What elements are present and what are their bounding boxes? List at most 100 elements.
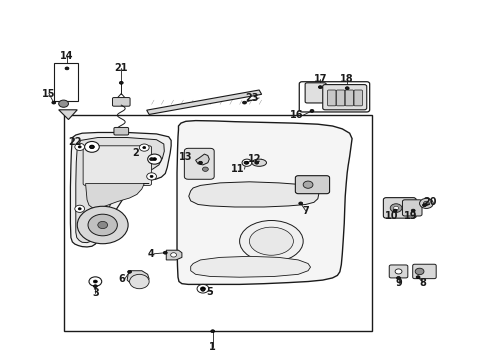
FancyBboxPatch shape <box>322 85 366 110</box>
Text: 8: 8 <box>419 278 426 288</box>
Circle shape <box>419 198 432 208</box>
Circle shape <box>422 204 426 207</box>
FancyBboxPatch shape <box>327 90 335 106</box>
FancyBboxPatch shape <box>295 176 329 194</box>
Circle shape <box>52 101 56 104</box>
Circle shape <box>392 209 396 212</box>
Circle shape <box>59 100 68 107</box>
Circle shape <box>202 167 208 171</box>
Circle shape <box>139 144 149 151</box>
Circle shape <box>149 158 153 161</box>
Circle shape <box>146 173 156 180</box>
Circle shape <box>89 277 102 286</box>
FancyBboxPatch shape <box>184 148 214 179</box>
Bar <box>63 115 371 331</box>
Circle shape <box>389 204 401 212</box>
Polygon shape <box>177 121 351 284</box>
Circle shape <box>200 287 205 291</box>
Circle shape <box>129 274 149 289</box>
Bar <box>54 63 78 101</box>
Text: 18: 18 <box>340 74 353 84</box>
Circle shape <box>127 270 131 273</box>
Circle shape <box>84 141 99 152</box>
Text: 4: 4 <box>147 249 154 259</box>
FancyBboxPatch shape <box>112 98 130 106</box>
Circle shape <box>65 67 69 70</box>
Circle shape <box>201 288 204 291</box>
Text: 12: 12 <box>247 154 261 164</box>
FancyBboxPatch shape <box>402 200 421 216</box>
FancyBboxPatch shape <box>412 264 435 279</box>
Circle shape <box>170 253 176 257</box>
Polygon shape <box>85 184 149 209</box>
Text: 3: 3 <box>92 288 99 298</box>
Circle shape <box>89 145 94 149</box>
Circle shape <box>309 109 313 112</box>
Circle shape <box>345 87 348 90</box>
FancyBboxPatch shape <box>388 265 407 278</box>
Circle shape <box>242 101 246 104</box>
Polygon shape <box>195 154 209 165</box>
Ellipse shape <box>251 159 266 166</box>
FancyBboxPatch shape <box>114 127 128 135</box>
Circle shape <box>142 147 145 149</box>
FancyBboxPatch shape <box>383 198 415 218</box>
Text: 14: 14 <box>60 51 74 61</box>
Text: 19: 19 <box>403 211 417 221</box>
Circle shape <box>198 161 202 164</box>
Circle shape <box>242 159 251 166</box>
Circle shape <box>414 268 423 275</box>
Text: 11: 11 <box>230 164 244 174</box>
Circle shape <box>318 86 322 89</box>
Circle shape <box>150 175 153 177</box>
Circle shape <box>147 154 161 164</box>
Circle shape <box>88 214 117 236</box>
Circle shape <box>244 161 247 164</box>
Text: 20: 20 <box>423 197 436 207</box>
Text: 21: 21 <box>114 63 128 73</box>
Ellipse shape <box>239 220 303 262</box>
Text: 5: 5 <box>205 287 212 297</box>
Text: 6: 6 <box>118 274 124 284</box>
Text: 13: 13 <box>178 152 192 162</box>
Polygon shape <box>59 110 77 120</box>
Circle shape <box>93 285 97 288</box>
Circle shape <box>423 201 428 206</box>
Ellipse shape <box>249 227 293 255</box>
Circle shape <box>393 206 398 210</box>
Text: 7: 7 <box>302 206 308 216</box>
Text: 22: 22 <box>68 137 82 147</box>
Circle shape <box>98 221 107 229</box>
Circle shape <box>75 143 84 150</box>
Circle shape <box>410 209 414 212</box>
Polygon shape <box>188 182 318 207</box>
FancyBboxPatch shape <box>345 90 353 106</box>
Polygon shape <box>166 250 182 260</box>
Circle shape <box>78 146 81 148</box>
Circle shape <box>163 251 167 254</box>
Circle shape <box>244 161 248 164</box>
Polygon shape <box>146 90 261 114</box>
FancyBboxPatch shape <box>336 90 344 106</box>
Polygon shape <box>70 132 171 247</box>
Circle shape <box>90 145 94 148</box>
FancyBboxPatch shape <box>353 90 362 106</box>
Polygon shape <box>127 271 149 284</box>
Text: 23: 23 <box>245 93 259 103</box>
Text: 16: 16 <box>289 110 303 120</box>
Circle shape <box>254 161 258 164</box>
Text: 15: 15 <box>42 89 56 99</box>
Circle shape <box>119 81 123 84</box>
Text: 9: 9 <box>394 278 401 288</box>
FancyBboxPatch shape <box>305 83 325 103</box>
Circle shape <box>75 205 84 212</box>
Circle shape <box>396 276 400 279</box>
Circle shape <box>152 158 156 161</box>
Circle shape <box>197 284 208 293</box>
Circle shape <box>303 181 312 188</box>
Text: 2: 2 <box>132 148 139 158</box>
Circle shape <box>298 202 302 205</box>
Circle shape <box>77 206 128 244</box>
Polygon shape <box>76 138 164 243</box>
Text: 1: 1 <box>209 342 216 352</box>
